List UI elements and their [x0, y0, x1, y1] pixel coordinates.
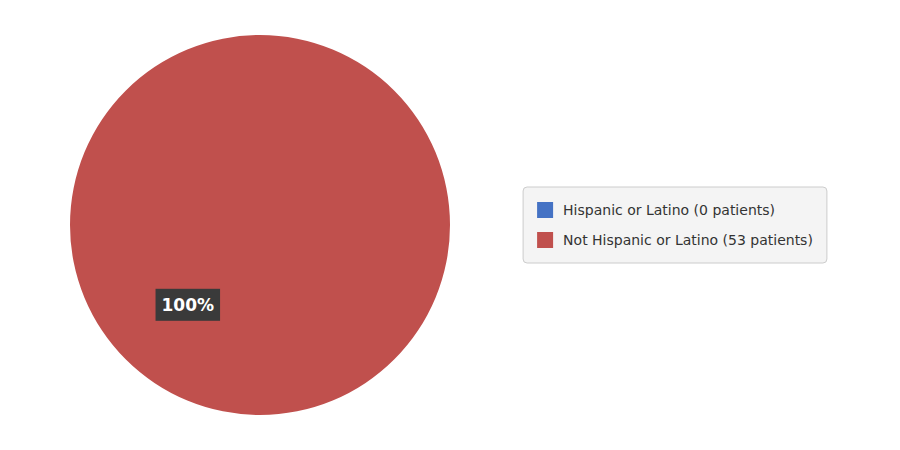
legend-label: Hispanic or Latino (0 patients): [563, 202, 775, 218]
annotation: 100%: [156, 289, 221, 321]
pie: [70, 35, 450, 415]
legend-label: Not Hispanic or Latino (53 patients): [563, 232, 813, 248]
legend-swatch: [537, 202, 553, 218]
annotation-box: [156, 289, 221, 321]
chart-svg: 100% Hispanic or Latino (0 patients) Not H…: [0, 0, 900, 450]
pie-slice: [70, 35, 450, 415]
legend-frame: [523, 187, 827, 263]
annotation-text: 100%: [162, 295, 215, 315]
legend-swatch: [537, 232, 553, 248]
chart-container: 100% Hispanic or Latino (0 patients) Not H…: [0, 0, 900, 450]
legend: Hispanic or Latino (0 patients) Not Hispa…: [523, 187, 827, 263]
